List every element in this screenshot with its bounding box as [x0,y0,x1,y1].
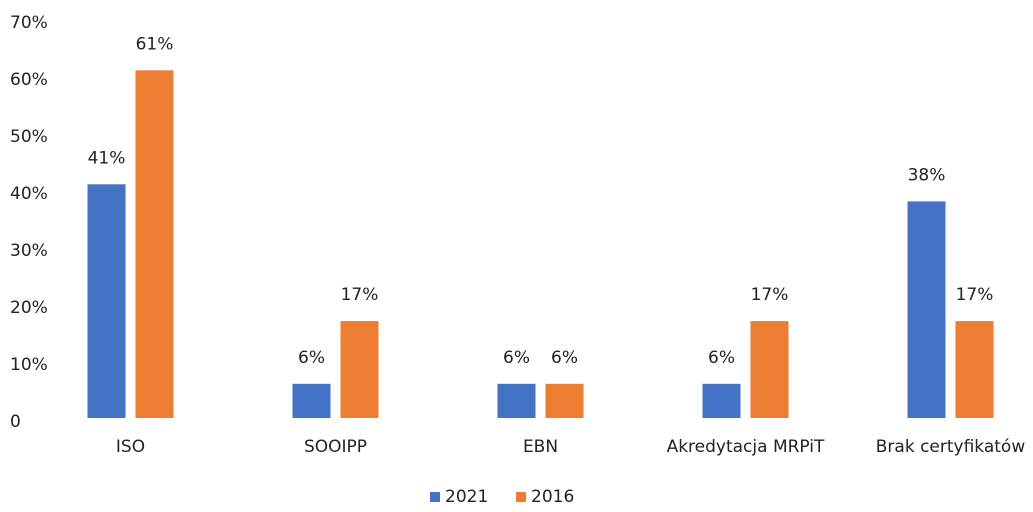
y-tick-label: 0 [10,412,21,432]
y-tick-label: 60% [10,70,48,90]
legend-swatch [516,492,526,502]
value-label: 6% [298,348,325,368]
value-label: 6% [503,348,530,368]
value-label: 17% [341,285,379,305]
x-tick-label: Akredytacja MRPiT [667,437,825,457]
y-tick-label: 30% [10,241,48,261]
bar [87,184,126,418]
bar [497,383,536,418]
bar [907,201,946,418]
y-tick-label: 40% [10,184,48,204]
y-tick-label: 70% [10,13,48,33]
bar [750,321,789,418]
x-tick-label: Brak certyfikatów [876,437,1026,457]
value-label: 6% [551,348,578,368]
x-tick-label: ISO [116,437,145,457]
x-tick-label: EBN [523,437,558,457]
legend-label: 2016 [531,487,574,507]
legend-swatch [430,492,440,502]
x-tick-label: SOOIPP [304,437,367,457]
value-label: 17% [751,285,789,305]
bar [340,321,379,418]
value-label: 41% [88,148,126,168]
legend-label: 2021 [445,487,488,507]
bar [135,70,174,419]
y-tick-label: 50% [10,127,48,147]
bar [702,383,741,418]
bar [292,383,331,418]
y-tick-label: 10% [10,355,48,375]
bar [545,383,584,418]
bar [955,321,994,418]
value-label: 17% [956,285,994,305]
value-label: 38% [908,165,946,185]
value-label: 6% [708,348,735,368]
value-label: 61% [136,34,174,54]
y-tick-label: 20% [10,298,48,318]
